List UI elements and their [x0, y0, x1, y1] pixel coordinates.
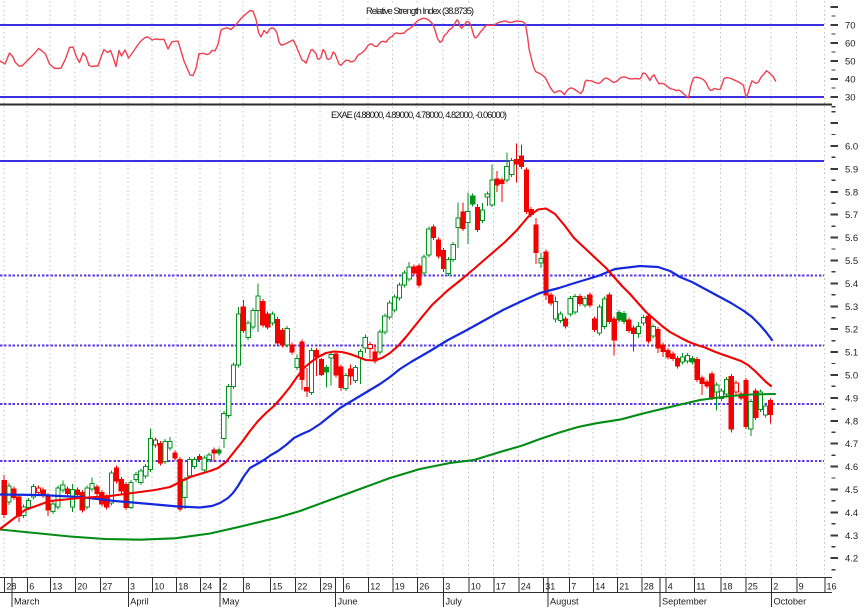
svg-text:4.3: 4.3 — [845, 531, 858, 542]
svg-text:5.8: 5.8 — [845, 187, 858, 198]
svg-text:4.5: 4.5 — [845, 485, 858, 496]
svg-text:30: 30 — [845, 93, 856, 104]
svg-text:4.7: 4.7 — [845, 439, 858, 450]
svg-text:20: 20 — [77, 581, 87, 591]
svg-text:15: 15 — [272, 581, 282, 591]
svg-text:6: 6 — [29, 581, 34, 591]
svg-text:19: 19 — [395, 581, 405, 591]
svg-text:May: May — [222, 596, 240, 606]
svg-text:Relative Strength Index (38.87: Relative Strength Index (38.8735) — [366, 6, 474, 16]
svg-text:3: 3 — [130, 581, 135, 591]
svg-text:2: 2 — [773, 581, 778, 591]
svg-text:5.9: 5.9 — [845, 164, 858, 175]
svg-text:5.3: 5.3 — [845, 302, 858, 313]
svg-text:31: 31 — [545, 581, 555, 591]
svg-text:October: October — [774, 596, 807, 606]
svg-text:22: 22 — [297, 581, 307, 591]
svg-text:6: 6 — [345, 581, 350, 591]
svg-text:18: 18 — [723, 581, 733, 591]
svg-text:4.6: 4.6 — [845, 462, 858, 473]
svg-text:5.1: 5.1 — [845, 348, 858, 359]
svg-text:5.7: 5.7 — [845, 210, 858, 221]
svg-text:26: 26 — [419, 581, 429, 591]
svg-text:6.0: 6.0 — [845, 142, 858, 153]
svg-text:21: 21 — [619, 581, 629, 591]
svg-text:13: 13 — [52, 581, 62, 591]
svg-text:5.2: 5.2 — [845, 325, 858, 336]
svg-text:3: 3 — [445, 581, 450, 591]
svg-text:June: June — [338, 596, 358, 606]
svg-text:17: 17 — [496, 581, 506, 591]
svg-text:9: 9 — [799, 581, 804, 591]
svg-text:16: 16 — [827, 581, 837, 591]
svg-text:24: 24 — [521, 581, 531, 591]
svg-text:8: 8 — [245, 581, 250, 591]
svg-text:July: July — [446, 596, 463, 606]
svg-text:2: 2 — [222, 581, 227, 591]
svg-text:11: 11 — [696, 581, 705, 591]
svg-text:12: 12 — [370, 581, 380, 591]
svg-text:40: 40 — [845, 75, 856, 86]
svg-text:EXAE (4.88000, 4.89000, 4.7800: EXAE (4.88000, 4.89000, 4.78000, 4.82000… — [331, 110, 507, 120]
svg-text:April: April — [130, 596, 148, 606]
svg-text:25: 25 — [748, 581, 758, 591]
svg-text:10: 10 — [154, 581, 164, 591]
svg-text:5.5: 5.5 — [845, 256, 858, 267]
svg-text:28: 28 — [644, 581, 654, 591]
svg-text:24: 24 — [202, 581, 212, 591]
svg-text:29: 29 — [322, 581, 332, 591]
svg-text:7: 7 — [571, 581, 576, 591]
svg-text:60: 60 — [845, 39, 856, 50]
svg-text:28: 28 — [6, 581, 16, 591]
svg-text:August: August — [550, 596, 579, 606]
svg-text:5.6: 5.6 — [845, 233, 858, 244]
svg-text:27: 27 — [102, 581, 112, 591]
svg-text:5.0: 5.0 — [845, 371, 858, 382]
svg-text:70: 70 — [845, 21, 856, 32]
svg-text:4: 4 — [668, 581, 673, 591]
svg-text:4.2: 4.2 — [845, 554, 858, 565]
svg-text:50: 50 — [845, 57, 856, 68]
svg-text:14: 14 — [595, 581, 605, 591]
svg-text:10: 10 — [471, 581, 481, 591]
svg-text:4.9: 4.9 — [845, 393, 858, 404]
svg-text:18: 18 — [178, 581, 188, 591]
svg-text:5.4: 5.4 — [845, 279, 858, 290]
svg-text:4.8: 4.8 — [845, 416, 858, 427]
svg-text:4.4: 4.4 — [845, 508, 858, 519]
svg-text:March: March — [14, 596, 40, 606]
svg-text:September: September — [662, 596, 707, 606]
